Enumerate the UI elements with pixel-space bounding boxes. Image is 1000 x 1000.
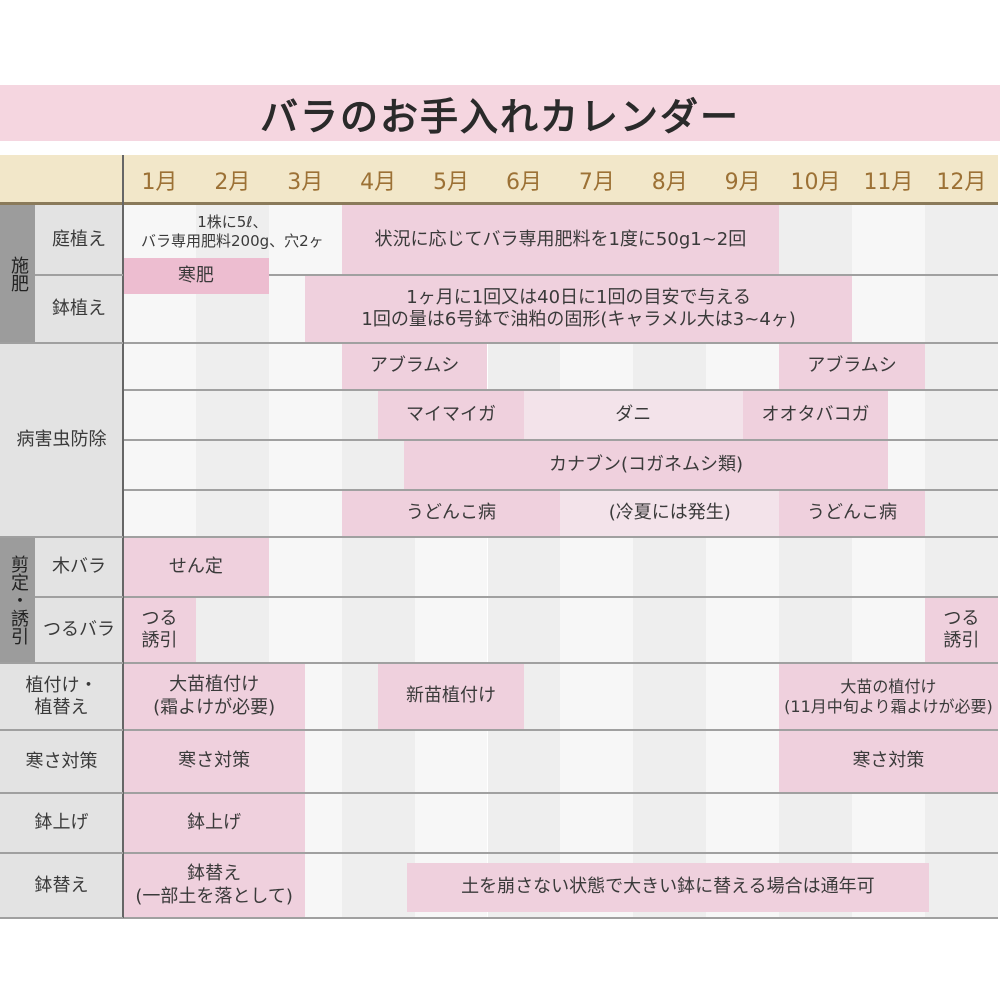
row-label-niwa: 庭植え	[35, 205, 123, 275]
row-divider	[123, 439, 998, 441]
row-divider	[0, 729, 998, 731]
activity-bar: アブラムシ	[341, 343, 488, 390]
activity-bar: 寒さ対策	[123, 730, 306, 793]
activity-bar: 寒肥	[123, 258, 269, 294]
row-label-plant: 植付け・ 植替え	[0, 663, 123, 730]
label-divider-h	[0, 662, 123, 664]
month-header	[0, 155, 998, 205]
activity-bar: せん定	[123, 537, 269, 597]
activity-bar: 寒さ対策	[779, 730, 998, 793]
activity-bar: オオタバコガ	[742, 390, 889, 440]
row-divider	[0, 662, 998, 664]
activity-bar: 1ヶ月に1回又は40日に1回の目安で与える 1回の量は6号鉢で油粕の固形(キャラ…	[305, 275, 852, 343]
row-divider	[35, 596, 998, 598]
month-label-10: 10月	[790, 170, 841, 195]
label-divider-h	[35, 274, 123, 276]
month-label-7: 7月	[578, 170, 615, 195]
row-divider	[35, 274, 998, 276]
label-divider-h	[0, 536, 123, 538]
activity-bar: つる 誘引	[123, 597, 196, 663]
activity-bar: 状況に応じてバラ専用肥料を1度に50g1~2回	[341, 205, 780, 275]
category-fertilizer: 施肥	[0, 205, 35, 343]
row-divider	[0, 536, 998, 538]
page-title: バラのお手入れカレンダー	[0, 85, 1000, 141]
row-divider	[0, 852, 998, 854]
label-divider-h	[0, 852, 123, 854]
month-column	[924, 205, 998, 918]
row-divider	[0, 342, 998, 344]
category-pruning: 剪定・誘引	[0, 537, 35, 663]
label-divider-h	[0, 342, 123, 344]
row-label-hachiage: 鉢上げ	[0, 793, 123, 853]
activity-bar: アブラムシ	[779, 343, 925, 390]
month-label-3: 3月	[287, 170, 324, 195]
row-label-tsuru: つるバラ	[35, 597, 123, 663]
label-divider-h	[35, 596, 123, 598]
activity-bar: (冷夏には発生)	[560, 490, 780, 537]
row-label-hachigae: 鉢替え	[0, 853, 123, 918]
activity-bar: 土を崩さない状態で大きい鉢に替える場合は通年可	[407, 863, 929, 912]
activity-bar: 大苗植付け (霜よけが必要)	[123, 663, 306, 730]
month-label-6: 6月	[505, 170, 542, 195]
activity-bar: カナブン(コガネムシ類)	[403, 440, 889, 490]
activity-bar: マイマイガ	[378, 390, 524, 440]
label-divider-h	[0, 792, 123, 794]
row-divider	[0, 917, 998, 919]
row-label-cold: 寒さ対策	[0, 730, 123, 793]
label-divider	[122, 155, 124, 918]
row-label-kibara: 木バラ	[35, 537, 123, 597]
month-label-9: 9月	[724, 170, 761, 195]
row-divider	[123, 389, 998, 391]
row-divider	[123, 489, 998, 491]
row-label-hachi: 鉢植え	[35, 275, 123, 343]
activity-bar: うどんこ病	[779, 490, 925, 537]
activity-bar: ダニ	[523, 390, 743, 440]
activity-bar: 大苗の植付け (11月中旬より霜よけが必要)	[779, 663, 998, 730]
month-label-4: 4月	[360, 170, 397, 195]
label-divider-h	[0, 729, 123, 731]
activity-bar: つる 誘引	[924, 597, 998, 663]
month-label-11: 11月	[863, 170, 914, 195]
activity-bar: 1株に5ℓ、 バラ専用肥料200g、穴2ヶ	[140, 212, 324, 250]
label-divider-h	[0, 917, 123, 919]
row-divider	[0, 792, 998, 794]
activity-bar: 鉢替え (一部土を落として)	[123, 853, 306, 918]
activity-bar: 新苗植付け	[378, 663, 524, 730]
month-label-5: 5月	[433, 170, 470, 195]
month-label-2: 2月	[214, 170, 251, 195]
month-column	[852, 205, 925, 918]
activity-bar: うどんこ病	[341, 490, 561, 537]
month-label-1: 1月	[141, 170, 178, 195]
month-label-8: 8月	[651, 170, 688, 195]
row-label-pest: 病害虫防除	[0, 343, 123, 537]
month-label-12: 12月	[936, 170, 987, 195]
activity-bar: 鉢上げ	[123, 793, 306, 853]
